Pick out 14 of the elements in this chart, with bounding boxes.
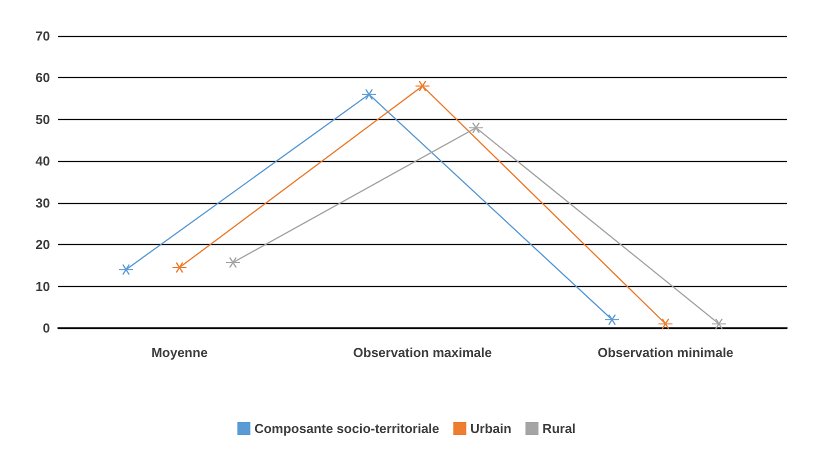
legend-label: Composante socio-territoriale xyxy=(254,421,440,436)
y-tick-label: 60 xyxy=(36,70,50,86)
x-tick-label: Observation maximale xyxy=(353,345,492,360)
y-tick-label: 20 xyxy=(36,237,50,252)
y-tick-label: 40 xyxy=(36,154,50,169)
legend-label: Urbain xyxy=(470,421,512,436)
y-tick-label: 10 xyxy=(36,278,50,294)
y-tick-label: 0 xyxy=(42,320,50,336)
x-tick-label: Moyenne xyxy=(151,345,208,360)
y-tick-label: 50 xyxy=(36,112,50,127)
y-tick-label: 30 xyxy=(36,195,50,210)
y-tick-label: 70 xyxy=(36,28,50,44)
x-tick-label: Observation minimale xyxy=(598,345,734,360)
legend-label: Rural xyxy=(542,421,576,436)
